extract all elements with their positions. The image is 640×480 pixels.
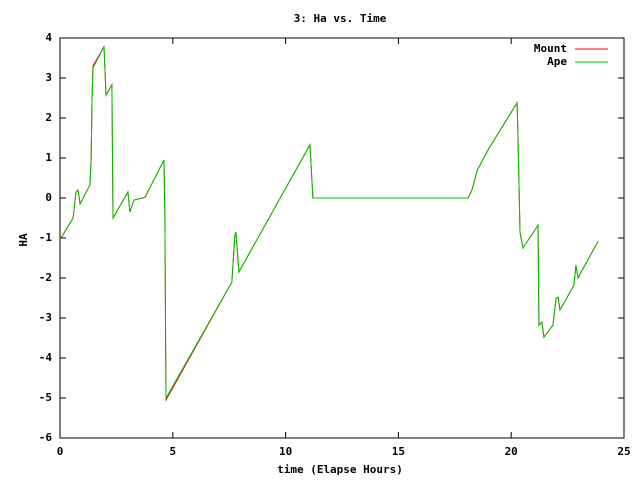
x-tick-label: 25 xyxy=(617,445,630,458)
y-tick-label: -5 xyxy=(39,391,52,404)
x-tick-label: 20 xyxy=(505,445,518,458)
y-tick-label: 3 xyxy=(45,71,52,84)
x-tick-label: 15 xyxy=(392,445,405,458)
x-tick-label: 0 xyxy=(57,445,64,458)
y-tick-label: 2 xyxy=(45,111,52,124)
y-tick-label: 1 xyxy=(45,151,52,164)
series-line xyxy=(59,44,599,400)
x-axis-label: time (Elapse Hours) xyxy=(277,463,403,476)
x-tick-label: 10 xyxy=(279,445,292,458)
y-tick-label: 4 xyxy=(45,31,52,44)
y-tick-label: -1 xyxy=(39,231,53,244)
x-tick-label: 5 xyxy=(169,445,176,458)
y-tick-label: -6 xyxy=(39,431,53,444)
y-tick-label: -3 xyxy=(39,311,52,324)
y-tick-label: -2 xyxy=(39,271,52,284)
chart-title: 3: Ha vs. Time xyxy=(294,12,387,25)
legend-label: Ape xyxy=(547,55,567,68)
legend-label: Mount xyxy=(534,42,567,55)
y-axis-label: HA xyxy=(17,233,30,247)
y-tick-label: 0 xyxy=(45,191,52,204)
y-tick-label: -4 xyxy=(39,351,53,364)
